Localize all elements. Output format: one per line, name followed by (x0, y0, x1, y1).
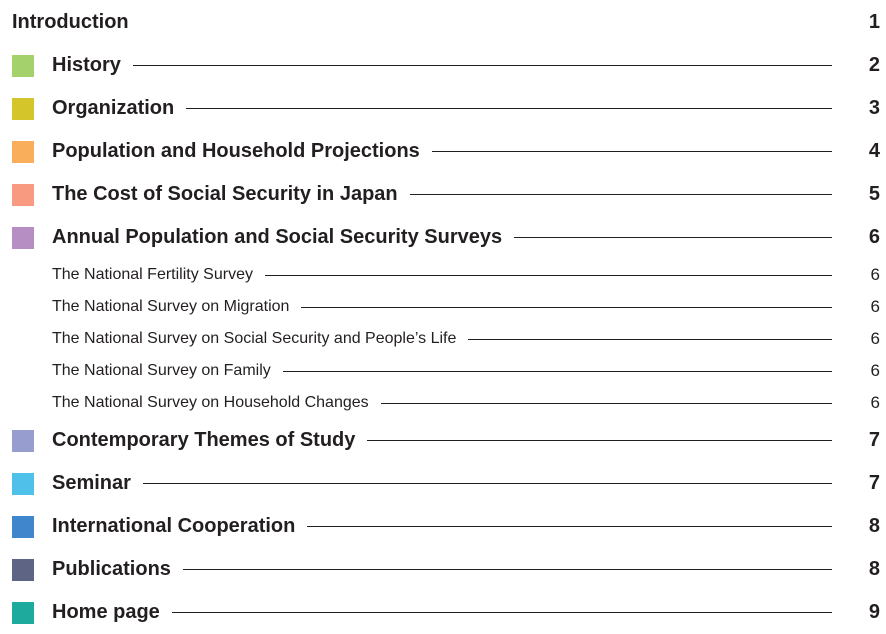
toc-entry: The Cost of Social Security in Japan 5 (0, 173, 880, 216)
color-marker (12, 54, 34, 77)
page-number: 6 (870, 297, 880, 316)
leader-line (264, 274, 832, 276)
entry-title: The National Survey on Household Changes (52, 394, 369, 411)
leader-line (142, 483, 832, 484)
page-number: 7 (868, 429, 880, 451)
toc-entry: Organization 3 (0, 87, 880, 130)
color-marker (12, 140, 34, 163)
leader-line (301, 306, 832, 308)
color-marker (12, 183, 34, 206)
toc-entry: The National Survey on Social Security a… (0, 323, 880, 355)
color-marker (12, 226, 34, 249)
toc-entry: Publications 8 (0, 548, 880, 591)
toc-entry: Population and Household Projections 4 (0, 130, 880, 173)
toc-entry: The National Survey on Household Changes… (0, 387, 880, 419)
page-number: 7 (868, 472, 880, 494)
leader-line (431, 151, 832, 152)
entry-title: Home page (52, 601, 160, 623)
toc-entry: The National Fertility Survey 6 (0, 259, 880, 291)
page-number: 5 (868, 183, 880, 205)
page-number: 1 (868, 11, 880, 33)
leader-line (186, 108, 832, 109)
toc-entry: Annual Population and Social Security Su… (0, 216, 880, 259)
entry-title: Annual Population and Social Security Su… (52, 226, 503, 248)
leader-line (409, 194, 832, 195)
color-marker (12, 558, 34, 581)
page-number: 8 (868, 558, 880, 580)
page-number: 6 (868, 226, 880, 248)
leader-line (514, 237, 832, 238)
toc-entry: Introduction 1 (0, 1, 880, 44)
leader-line (468, 338, 832, 340)
entry-title: Publications (52, 558, 171, 580)
toc-entry: Seminar 7 (0, 462, 880, 505)
entry-title: International Cooperation (52, 515, 296, 537)
color-marker (12, 97, 34, 120)
page-number: 2 (868, 54, 880, 76)
toc-entry: International Cooperation 8 (0, 505, 880, 548)
page-number: 6 (870, 361, 880, 380)
leader-line (380, 402, 832, 404)
entry-title: The National Survey on Migration (52, 298, 290, 315)
page-number: 6 (870, 329, 880, 348)
color-marker (12, 601, 34, 624)
entry-title: Contemporary Themes of Study (52, 429, 356, 451)
entry-title: Seminar (52, 472, 131, 494)
entry-title: The National Survey on Family (52, 362, 271, 379)
page-number: 3 (868, 97, 880, 119)
entry-title: The Cost of Social Security in Japan (52, 183, 398, 205)
toc-entry: Home page 9 (0, 591, 880, 634)
entry-title: Introduction (12, 11, 129, 33)
leader-line (367, 440, 832, 441)
page-number: 6 (870, 265, 880, 284)
entry-title: The National Survey on Social Security a… (52, 330, 457, 347)
leader-line (132, 65, 832, 66)
entry-title: Organization (52, 97, 175, 119)
toc-entry: History 2 (0, 44, 880, 87)
entry-title: History (52, 54, 121, 76)
leader-line (171, 612, 832, 613)
toc-entry: Contemporary Themes of Study 7 (0, 419, 880, 462)
page-number: 6 (870, 393, 880, 412)
entry-title: Population and Household Projections (52, 140, 420, 162)
page-number: 8 (868, 515, 880, 537)
leader-line (182, 569, 832, 570)
color-marker (12, 472, 34, 495)
color-marker (12, 515, 34, 538)
leader-line (307, 526, 832, 527)
page-number: 9 (868, 601, 880, 623)
page-number: 4 (868, 140, 880, 162)
toc-entry: The National Survey on Migration 6 (0, 291, 880, 323)
leader-line (282, 370, 832, 372)
entry-title: The National Fertility Survey (52, 266, 253, 283)
color-marker (12, 429, 34, 452)
toc-entry: The National Survey on Family 6 (0, 355, 880, 387)
